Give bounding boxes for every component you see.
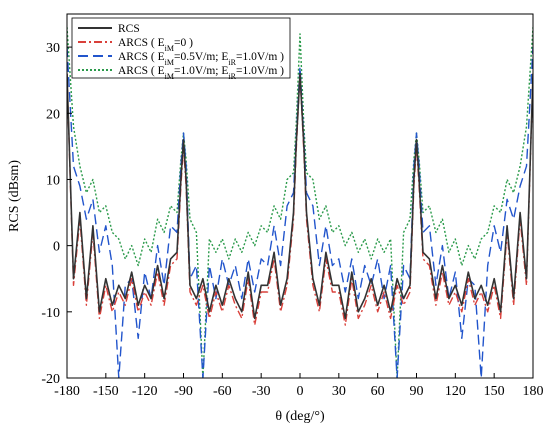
y-tick-label: 10 [46, 173, 60, 188]
legend-label: ARCS ( EiM=0.5V/m; EiR=1.0V/m ) [118, 51, 284, 67]
series-line-1 [67, 72, 533, 326]
y-tick-label: -10 [41, 306, 60, 321]
x-tick-label: -150 [93, 384, 119, 399]
x-tick-label: -120 [132, 384, 158, 399]
x-tick-label: 90 [410, 384, 424, 399]
x-tick-label: 0 [297, 384, 304, 399]
x-tick-label: 60 [371, 384, 385, 399]
x-tick-label: 120 [445, 384, 466, 399]
y-tick-label: 20 [46, 107, 60, 122]
x-tick-label: -30 [252, 384, 271, 399]
x-tick-label: -60 [213, 384, 232, 399]
series-line-2 [67, 47, 533, 378]
x-tick-label: 180 [523, 384, 544, 399]
x-tick-label: 30 [332, 384, 346, 399]
axis-layer: -180 -150 -120 -90 -60 -30 0 30 60 90 120 150 180 -20… [41, 41, 543, 399]
legend-label: ARCS ( EiM=0 ) [118, 37, 193, 53]
x-tick-label: 150 [484, 384, 505, 399]
legend-label: RCS [118, 23, 140, 35]
y-tick-label: -20 [41, 372, 60, 387]
x-axis-title: θ (deg/°) [275, 409, 325, 424]
x-tick-label: -180 [54, 384, 80, 399]
x-tick-label: -90 [174, 384, 193, 399]
y-tick-label: 30 [46, 41, 60, 56]
series-line-3 [67, 27, 533, 378]
y-axis-title: RCS (dBsm) [7, 160, 22, 232]
legend-label: ARCS ( EiM=1.0V/m; EiR=1.0V/m ) [118, 65, 284, 81]
legend: RCS ARCS ( EiM=0 )ARCS ( EiM=0.5V/m; EiR=… [71, 17, 291, 81]
series-line-0 [67, 72, 533, 320]
series-layer [67, 27, 533, 378]
y-tick-label: 0 [53, 240, 60, 255]
